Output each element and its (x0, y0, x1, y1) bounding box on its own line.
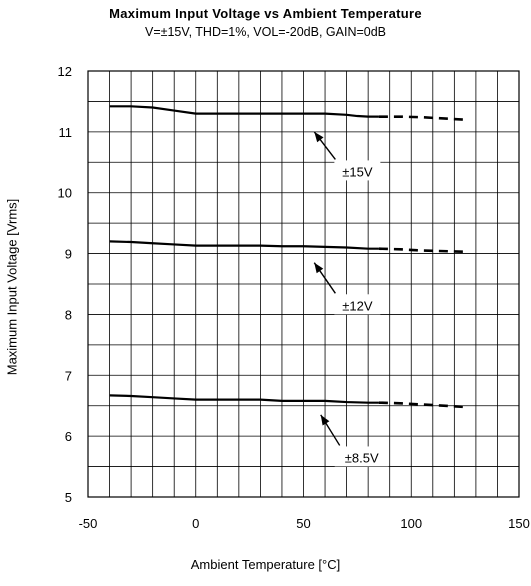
series-line-3 (109, 394, 379, 404)
x-tick-label: 100 (400, 516, 422, 531)
chart-title: Maximum Input Voltage vs Ambient Tempera… (109, 6, 422, 21)
plot-frame (87, 70, 520, 498)
series-extrapolated-line-3 (378, 401, 466, 409)
annotation-background (334, 160, 381, 181)
annotation-background (334, 294, 381, 315)
y-tick-label: 7 (65, 368, 72, 383)
y-tick-label: 11 (59, 125, 73, 140)
y-tick-label: 8 (65, 307, 72, 322)
chart-subtitle: V=±15V, THD=1%, VOL=-20dB, GAIN=0dB (144, 25, 387, 39)
annotation-label-1: ±15V (342, 164, 373, 179)
annotation-arrowhead (314, 262, 324, 274)
y-tick-label: 9 (65, 247, 72, 262)
series-extrapolated-line-1 (378, 115, 466, 121)
x-axis-label: Ambient Temperature [°C] (190, 557, 341, 572)
series-extrapolated-line-2 (378, 247, 466, 254)
y-tick-label: 6 (65, 429, 72, 444)
x-tick-label: -50 (79, 516, 98, 531)
x-tick-label: 150 (508, 516, 530, 531)
series-line-2 (109, 240, 379, 250)
annotation-arrowhead (314, 131, 324, 143)
annotation-arrowhead (320, 414, 330, 426)
series-line-1 (109, 105, 379, 118)
x-tick-label: 50 (296, 516, 310, 531)
annotation-background (334, 446, 389, 467)
x-tick-label: 0 (192, 516, 199, 531)
y-tick-label: 10 (58, 186, 72, 201)
annotation-label-2: ±12V (342, 298, 373, 313)
y-tick-label: 12 (58, 64, 72, 79)
annotation-label-3: ±8.5V (345, 450, 379, 465)
y-tick-label: 5 (65, 490, 72, 505)
